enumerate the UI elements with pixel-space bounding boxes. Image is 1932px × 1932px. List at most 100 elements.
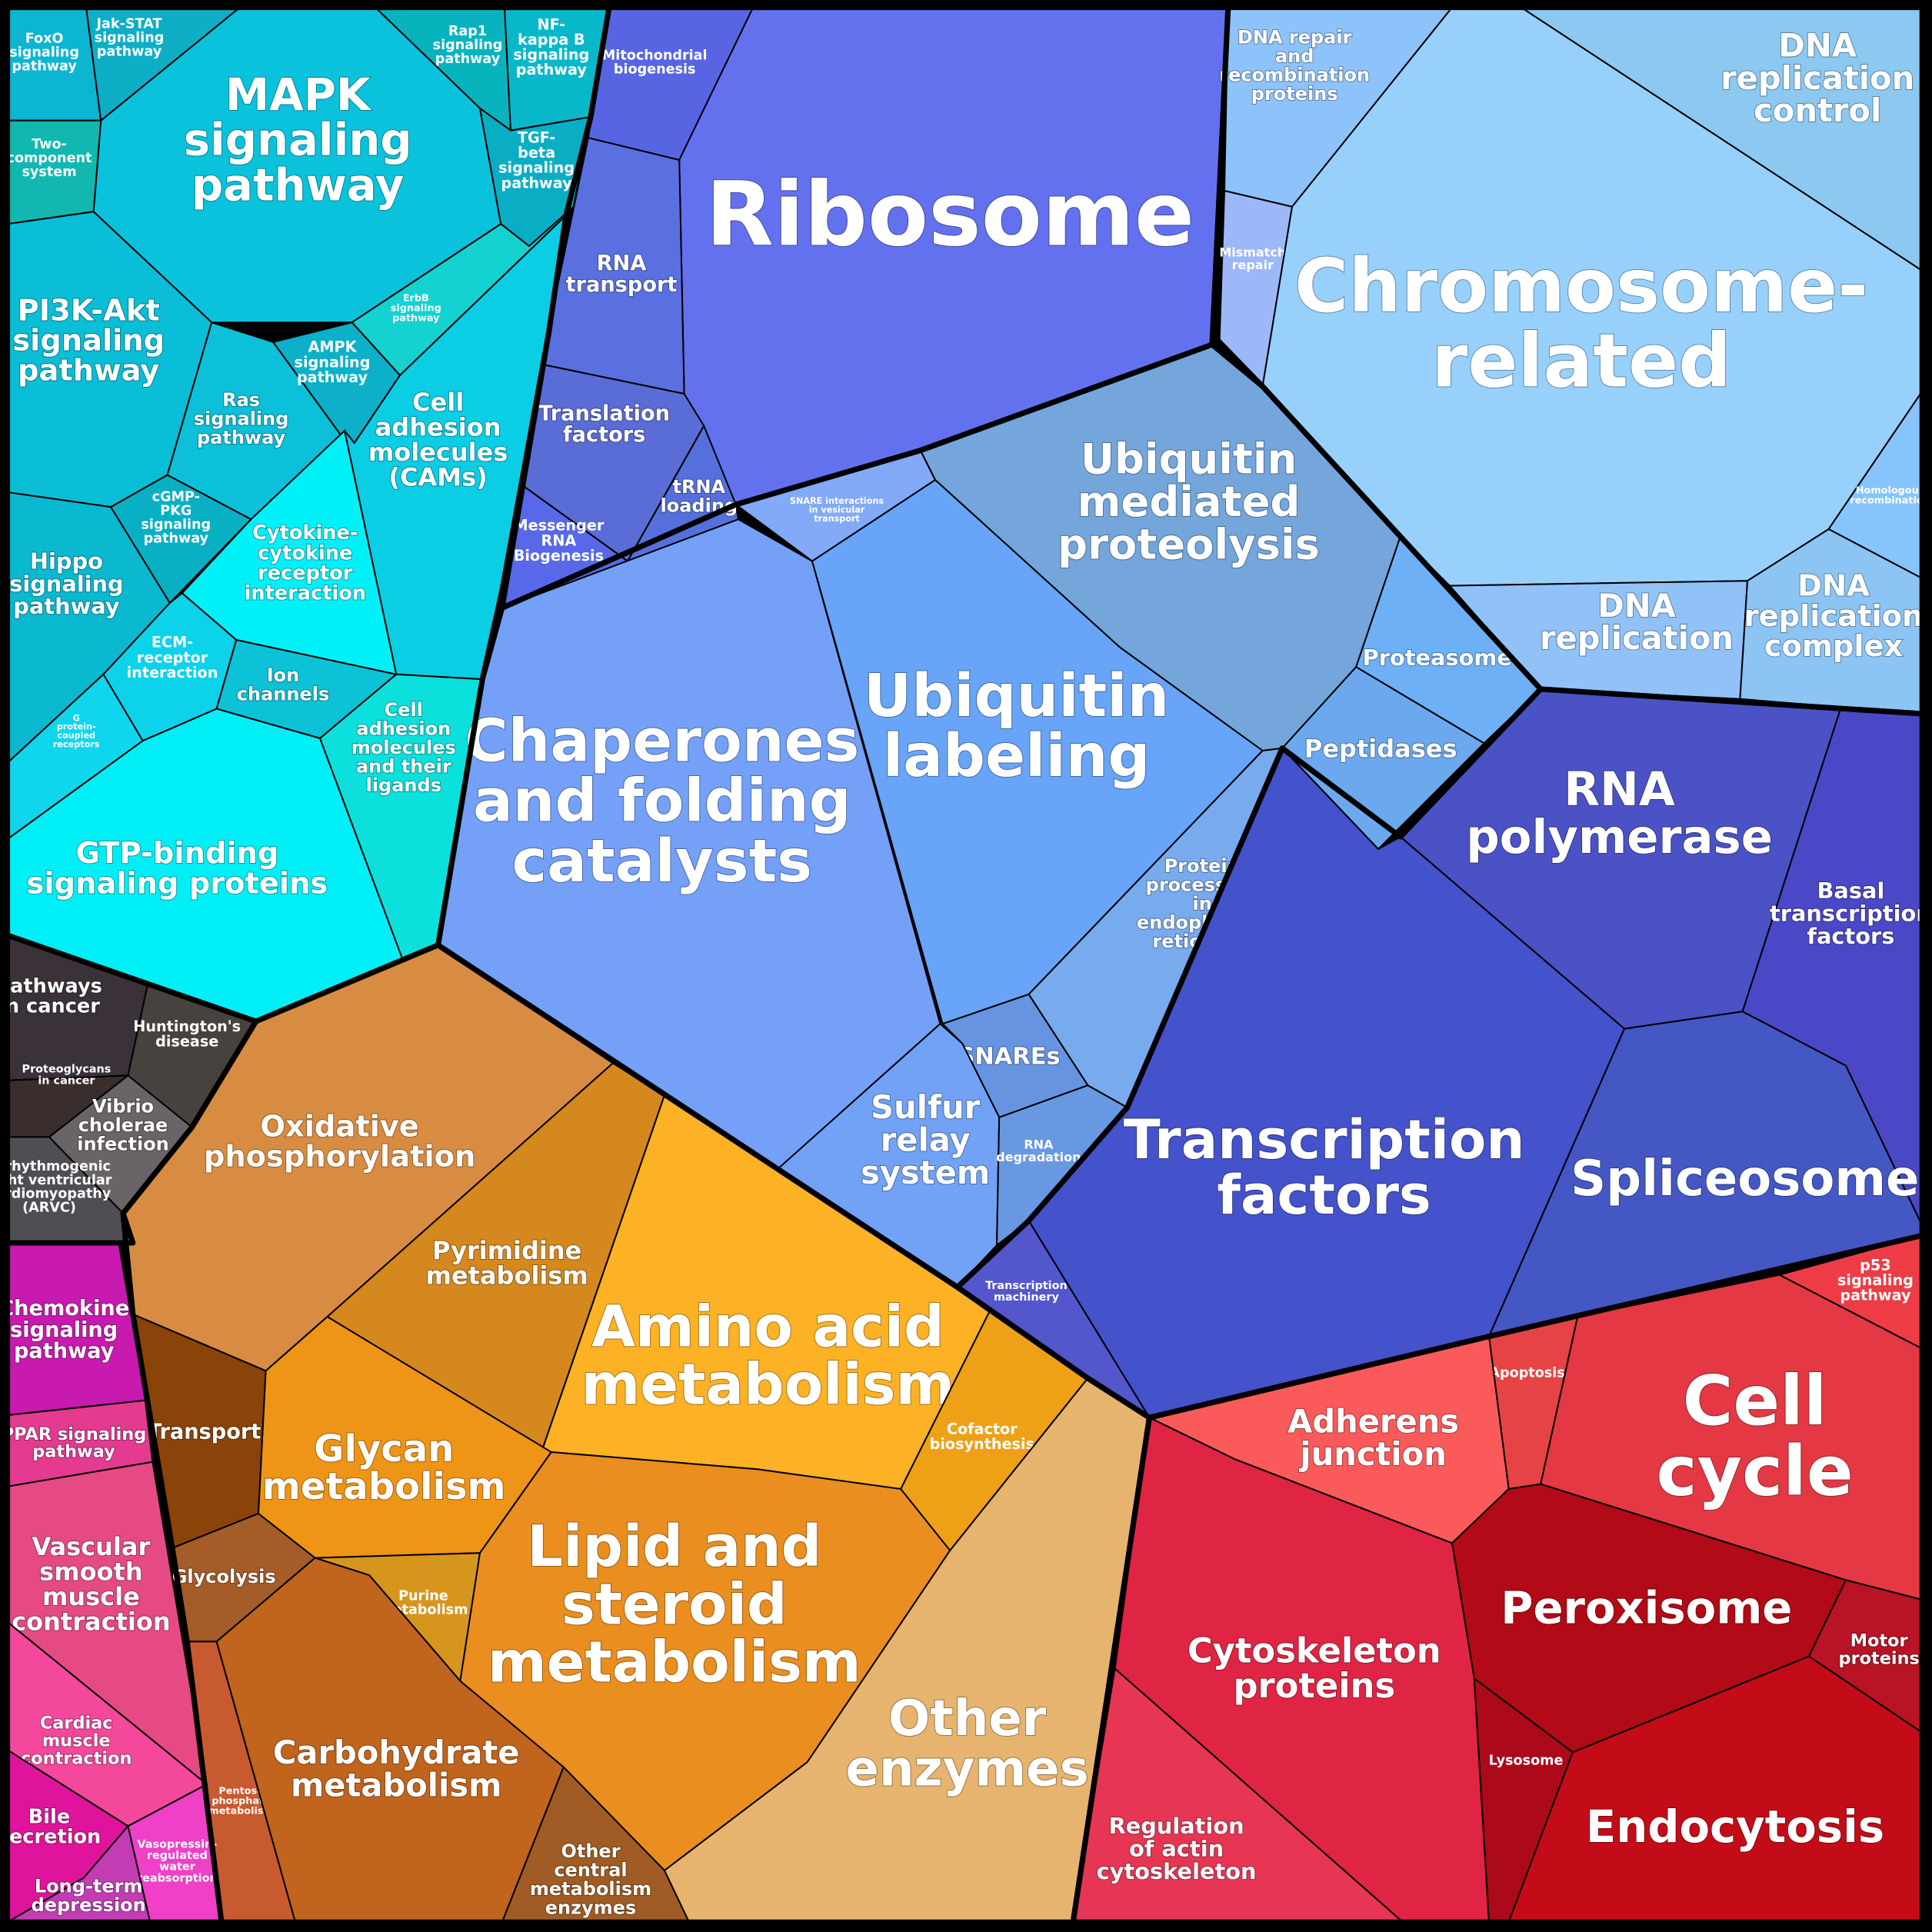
cell-label-line: Cell: [385, 699, 423, 721]
cell-carbohydrate-metabolism: Carbohydrate metabolism: [215, 1557, 565, 1924]
cell-label-line: metabolism: [581, 1353, 955, 1418]
cell-label-line: Cardiac: [40, 1714, 113, 1734]
cell-label: Messenger RNA Biogenesis: [513, 517, 604, 565]
cell-label: Pathways in cancer: [0, 975, 102, 1018]
cell-label-line: receptor: [137, 648, 208, 666]
cell-label: Transcription machinery: [985, 1280, 1068, 1304]
cell-label: Other central metabolism enzymes: [530, 1840, 651, 1919]
cell-label-line: and their: [356, 755, 451, 777]
cell-snare-interactions-in-vesicular-transport: SNARE interactions in vesicular transport: [734, 449, 937, 562]
cell-cgmp-pkg-signaling-pathway: cGMP-PKG signaling pathway: [109, 474, 253, 605]
cell-ecm-receptor-interaction: ECM-receptor interaction: [102, 591, 238, 742]
cell-label-line: signaling: [194, 408, 289, 430]
cell-label-line: metabolism: [291, 1766, 501, 1804]
cell-label-line: repair: [1232, 258, 1274, 272]
cell-label-line: DNA: [1797, 569, 1870, 604]
cell-vibrio-cholerae-infection: Vibrio cholerae infection: [48, 1074, 194, 1215]
cell-endocytosis: Endocytosis: [1507, 1655, 1924, 1924]
cell-label-line: signaling: [1837, 1271, 1914, 1289]
cell-label-line: Glycan: [314, 1427, 454, 1471]
cell-label-line: Basal: [1817, 878, 1884, 904]
cell-label-line: RNA: [1024, 1138, 1054, 1152]
cell-label: Cytoskeleton proteins: [1188, 1630, 1441, 1706]
cell-label-line: water: [159, 1861, 196, 1874]
cell-label-line: of actin: [1129, 1836, 1224, 1862]
cell-mitochondrial-biogenesis: Mitochondrial biogenesis: [587, 6, 754, 162]
cell-pyrimidine-metabolism: Pyrimidine metabolism: [325, 1062, 666, 1454]
cell-rna-transport: RNA transport: [540, 136, 685, 395]
cell-label-line: in: [1193, 893, 1212, 914]
cell-label-line: pathway: [144, 531, 209, 546]
cell-adherens-junction: Adherens junction: [1147, 1335, 1510, 1544]
cell-transcription-machinery: Transcription machinery: [956, 1219, 1151, 1419]
cell-label-line: Lysosome: [1489, 1753, 1564, 1768]
cell-label-line: Pyrimidine: [432, 1236, 581, 1265]
cell-label: Spliceosome: [1571, 1151, 1919, 1208]
cell-label: Cell cycle: [1657, 1361, 1854, 1511]
cell-rna-polymerase: RNA polymerase: [1399, 688, 1842, 1030]
cell-label-line: metabolism: [530, 1878, 651, 1900]
cell-label-line: depression: [32, 1894, 146, 1916]
cell-label: Regulation of actin cytoskeleton: [1097, 1813, 1257, 1884]
cell-label-line: Biogenesis: [514, 547, 604, 565]
cell-label-line: Spliceosome: [1571, 1151, 1919, 1208]
cell-label-line: Two-: [32, 137, 67, 152]
cell-label-line: replication: [1720, 59, 1914, 97]
cell-label-line: NF-: [538, 15, 566, 33]
cell-label-line: Pathways: [0, 975, 102, 998]
cell-label-line: muscle: [42, 1582, 140, 1611]
cell-cytoskeleton-proteins: Cytoskeleton proteins: [1114, 1416, 1491, 1924]
cell-label-line: related: [1431, 318, 1731, 405]
cell-label: Cell adhesion molecules (CAMs): [368, 388, 508, 492]
cell-label: Vibrio cholerae infection: [77, 1096, 169, 1155]
cell-label-line: Cytokine-: [252, 521, 358, 545]
cell-label: Rap1 signaling pathway: [433, 24, 503, 67]
cell-label: Huntington's disease: [133, 1018, 241, 1051]
cell-label-line: Translation: [538, 401, 670, 425]
cell-ampk-signaling-pathway: AMPK signaling pathway: [271, 321, 401, 452]
cell-label-line: loading: [661, 495, 738, 517]
cell-label-line: Lipid and: [527, 1514, 821, 1580]
cell-label: DNA replication control: [1720, 26, 1914, 129]
cell-label-line: signaling: [9, 45, 79, 61]
cell-trna-loading: tRNA loading: [625, 424, 740, 563]
cell-label-line: control: [1754, 92, 1881, 129]
cell-label-line: cytokine: [258, 541, 352, 565]
cell-label-line: pathway: [501, 174, 573, 192]
cell-label-line: Ubiquitin: [1081, 435, 1297, 483]
cell-label: Translation factors: [538, 401, 670, 447]
cell-label-line: signaling: [12, 323, 165, 358]
cell-label-line: Proteasome: [1363, 645, 1512, 671]
cell-label-line: kappa B: [518, 31, 585, 48]
cell-label: p53 signaling pathway: [1837, 1256, 1914, 1304]
cell-label-line: Carbohydrate: [273, 1734, 520, 1771]
cell-label-line: enzymes: [545, 1897, 637, 1919]
cell-label: Lysosome: [1489, 1753, 1564, 1768]
cell-label-line: factors: [1217, 1164, 1431, 1227]
cell-label: Ras signaling pathway: [194, 389, 289, 448]
cell-label-line: adhesion: [375, 412, 501, 441]
cell-label-line: cycle: [1657, 1432, 1854, 1512]
cell-label-line: (ARVC): [22, 1201, 76, 1216]
cell-label: GTP-binding signaling proteins: [27, 836, 328, 901]
cell-label-line: signaling: [184, 115, 412, 166]
cell-label-line: tRNA: [672, 476, 725, 498]
cell-label-line: beta: [518, 144, 555, 162]
cell-label-line: Cell: [412, 388, 464, 417]
cell-label-line: p53: [1860, 1256, 1890, 1274]
cell-cytokine-cytokine-receptor-interaction: Cytokine-cytokine receptor interaction: [181, 429, 398, 676]
cell-label-line: Proteoglycans: [22, 1064, 112, 1076]
cell-label-line: secretion: [0, 1826, 101, 1849]
cell-label: Pyrimidine metabolism: [426, 1236, 588, 1291]
cell-label-line: proteins: [1251, 83, 1338, 105]
cell-label-line: RNA: [541, 531, 577, 549]
cell-label: Apoptosis: [1489, 1365, 1564, 1381]
cell-label-line: Glycolysis: [172, 1566, 276, 1587]
cell-label-line: labeling: [883, 722, 1151, 791]
cell-label-line: Regulation: [1109, 1813, 1244, 1839]
cell-label-line: cGMP-: [152, 489, 200, 505]
cell-label-line: ligands: [366, 774, 441, 796]
cell-label: Glycan metabolism: [262, 1427, 506, 1508]
